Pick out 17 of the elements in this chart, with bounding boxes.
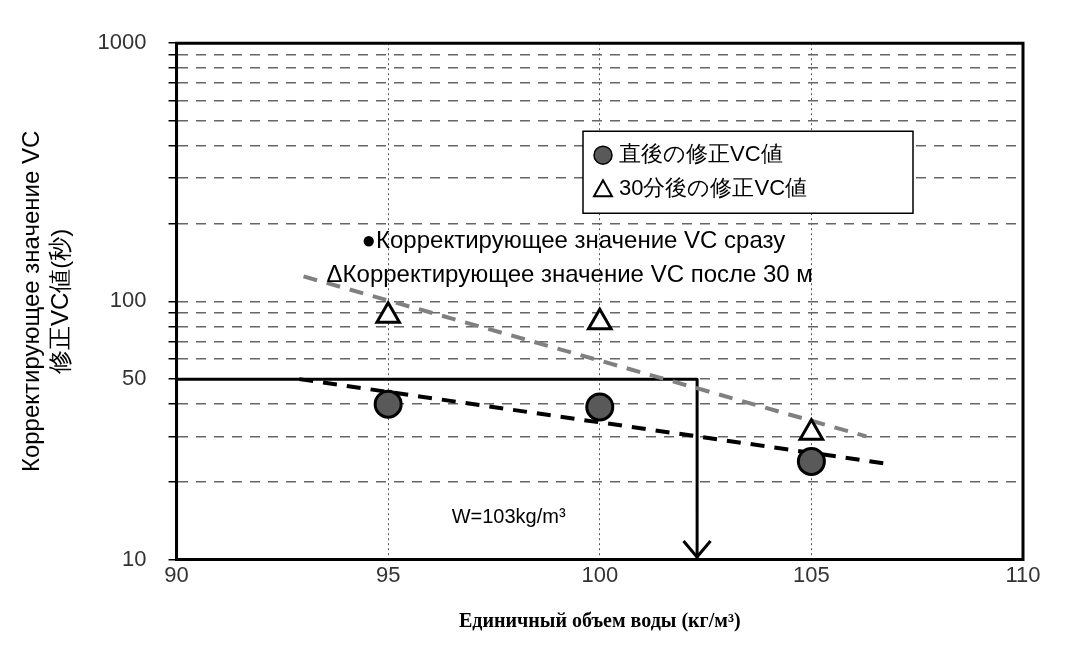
annotation: ΔКорректирующее значение VC после 30 м — [326, 259, 813, 287]
text: Корректирующее значение VC — [17, 130, 45, 473]
x-tick-label: 100 — [581, 561, 619, 587]
y-tick-label: 50 — [122, 365, 147, 391]
y-tick-label: 10 — [122, 545, 147, 571]
legend-label: 直後の修正VC値 — [619, 141, 783, 167]
annotation: W=103kg/m³ — [451, 505, 566, 528]
x-tick-label: 105 — [793, 561, 830, 587]
x-axis-title: Единичный объем воды (кг/м³) — [458, 609, 741, 633]
legend-label: 30分後の修正VC値 — [619, 175, 808, 201]
y-tick-label: 1000 — [97, 29, 147, 55]
x-tick-label: 90 — [164, 561, 189, 587]
y-tick-label: 100 — [109, 287, 147, 313]
text: 修正VC値(秒) — [45, 228, 73, 375]
x-tick-label: 95 — [375, 561, 401, 587]
x-tick-label: 110 — [1005, 561, 1041, 587]
annotation: ●Корректирующее значение VC сразу — [361, 225, 786, 253]
